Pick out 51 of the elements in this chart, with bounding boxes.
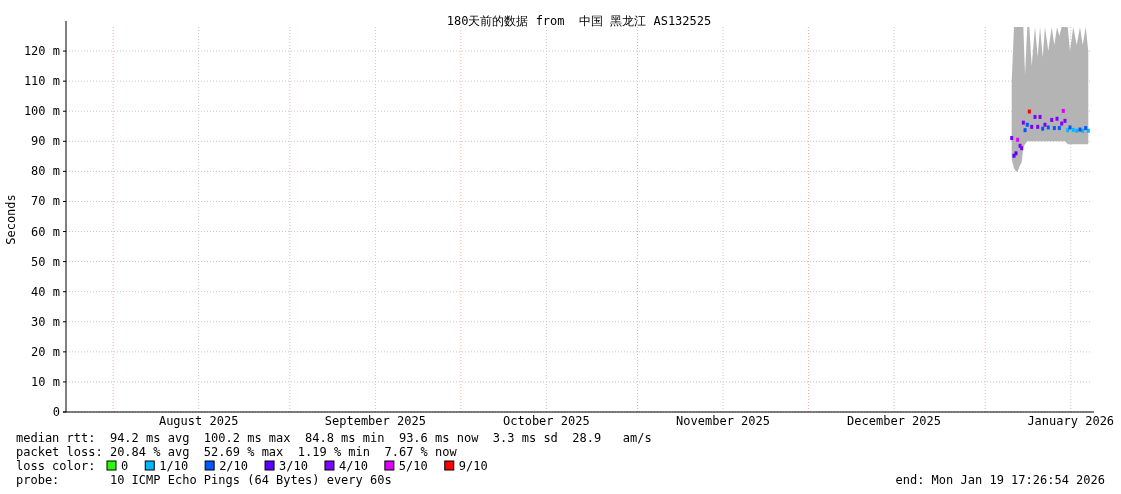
legend-label: 2/10	[219, 459, 249, 473]
x-tick-label: August 2025	[158, 414, 239, 428]
point	[1030, 124, 1034, 129]
point	[1025, 122, 1029, 127]
y-tick-label: 0	[52, 405, 60, 419]
point	[1063, 118, 1067, 123]
y-tick-label: 50 m	[31, 254, 60, 269]
x-tick-label: October 2025	[503, 414, 590, 428]
y-axis-title: Seconds	[4, 194, 18, 245]
y-tick-label: 40 m	[31, 284, 60, 299]
point	[1021, 120, 1025, 125]
point	[1052, 126, 1056, 131]
point	[1050, 117, 1054, 122]
point	[1055, 116, 1059, 121]
legend-label: 4/10	[338, 459, 368, 473]
point	[1027, 109, 1031, 114]
y-tick-label: 20 m	[31, 344, 60, 359]
x-tick-label: December 2025	[847, 414, 942, 428]
y-tick-label: 100 m	[23, 104, 60, 119]
y-tick-label: 70 m	[31, 194, 60, 209]
point	[1023, 128, 1027, 133]
point	[1057, 126, 1061, 131]
legend-label: 1/10	[159, 459, 189, 473]
x-tick-label: September 2025	[324, 414, 426, 428]
text: median rtt: 94.2 ms avg 100.2 ms max 84.8 ms min 93.6 ms now 3.3 ms sd 28.9 am/s	[16, 431, 652, 445]
y-tick-label: 80 m	[31, 164, 60, 179]
point	[1033, 114, 1037, 119]
text: end: Mon Jan 19 17:26:54 2026	[895, 473, 1105, 487]
legend-label: 3/10	[279, 459, 308, 473]
y-tick-label: 10 m	[31, 374, 60, 389]
y-tick-label: 110 m	[23, 74, 60, 89]
point	[1036, 124, 1040, 129]
y-tick-label: 60 m	[31, 224, 60, 239]
text: probe: 10 ICMP Echo Pings (64 Bytes) every 60s	[16, 473, 392, 487]
point	[1016, 137, 1020, 142]
legend-label: 9/10	[458, 459, 488, 473]
point	[1010, 135, 1014, 140]
y-tick-label: 30 m	[31, 314, 60, 329]
text: packet loss: 20.84 % avg 52.69 % max 1.19 % min 7.67 % now	[16, 445, 458, 459]
legend-label: 0	[121, 459, 129, 473]
y-tick-label: 120 m	[23, 44, 60, 59]
point	[1041, 126, 1045, 131]
point	[1061, 108, 1065, 113]
point	[1060, 121, 1064, 126]
y-tick-label: 90 m	[31, 134, 60, 149]
x-tick-label: January 2026	[1027, 414, 1115, 428]
x-tick-label: November 2025	[676, 414, 771, 428]
chart-title: 180天前的数据 from 中国 黑龙江 AS132525	[446, 14, 712, 28]
point	[1038, 114, 1042, 119]
legend-title: loss color:	[16, 459, 96, 473]
legend-label: 5/10	[398, 459, 428, 473]
